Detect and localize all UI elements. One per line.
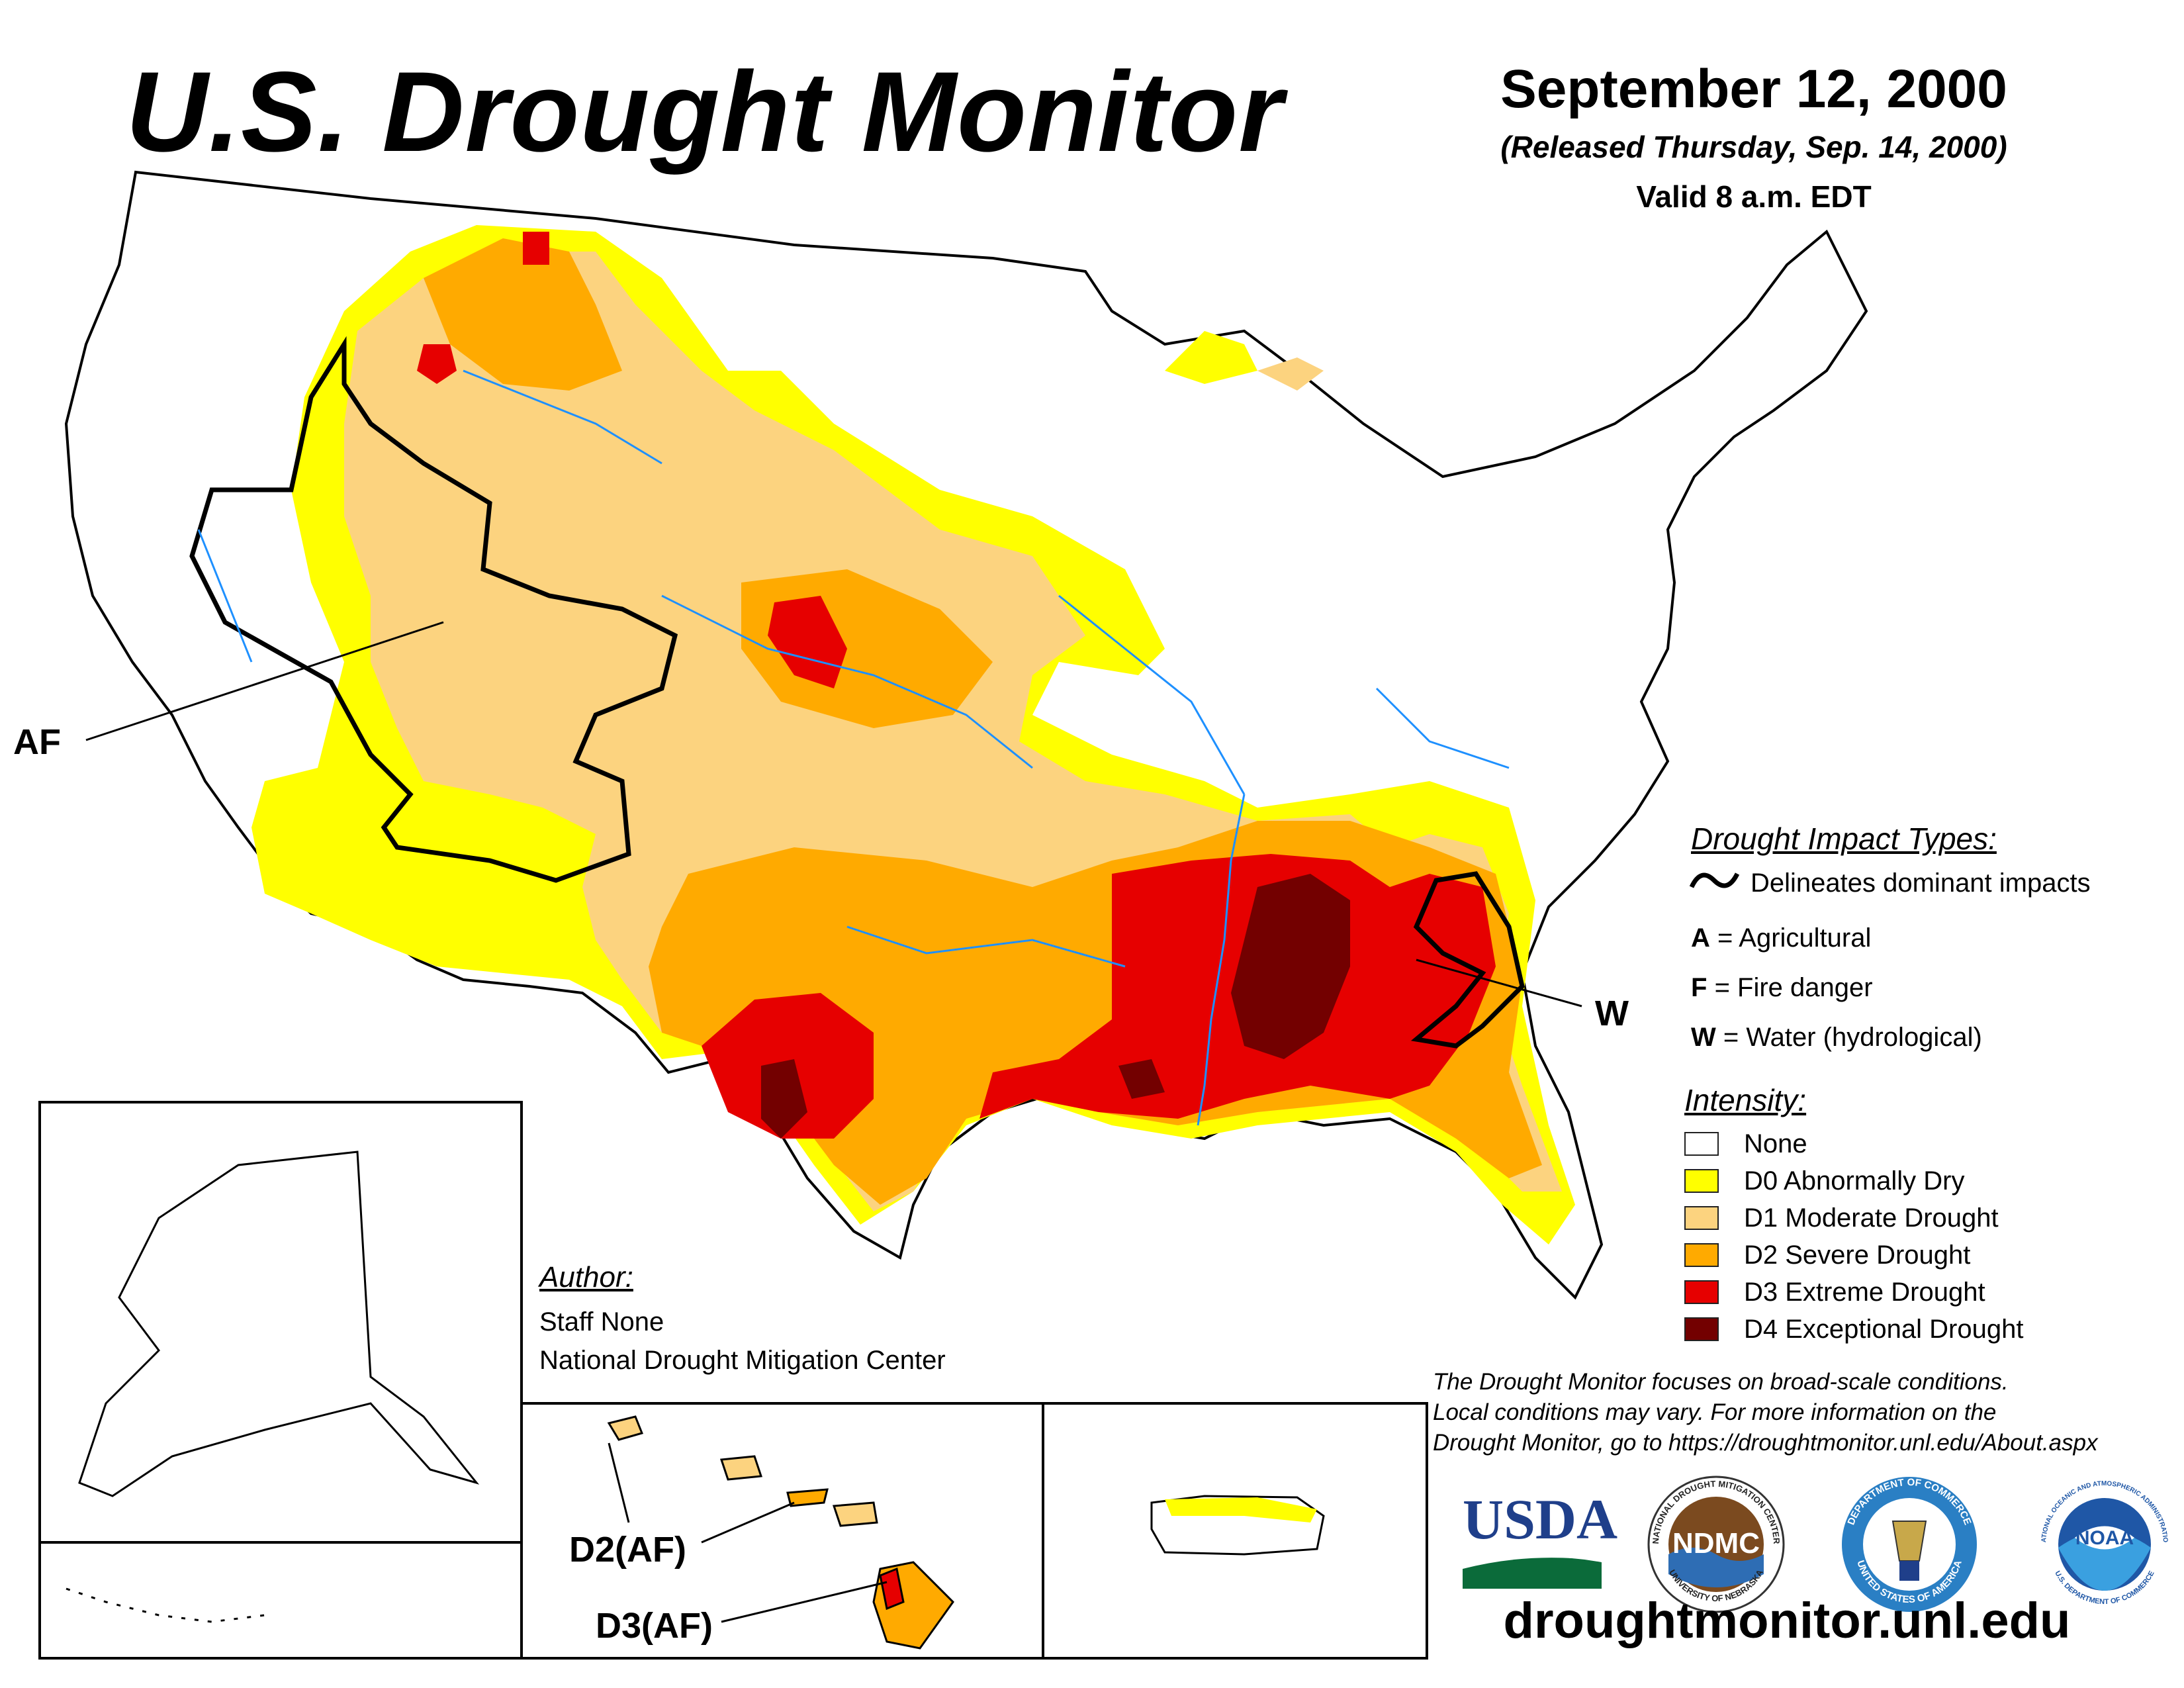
d2-callout-line xyxy=(701,1501,795,1544)
af-label: AF xyxy=(13,722,61,762)
disclaimer-note: The Drought Monitor focuses on broad-sca… xyxy=(1433,1367,2167,1458)
map-date: September 12, 2000 xyxy=(1500,59,2007,119)
valid-time: Valid 8 a.m. EDT xyxy=(1636,179,1872,214)
author-title: Author: xyxy=(539,1261,633,1293)
legend-item-none: None xyxy=(1684,1125,2023,1162)
commerce-logo: DEPARTMENT OF COMMERCE UNITED STATES OF … xyxy=(1840,1475,1979,1614)
impact-item-fire: F = Fire danger xyxy=(1691,973,1873,1002)
d4-regions xyxy=(761,874,1350,1139)
impact-types-title: Drought Impact Types: xyxy=(1691,821,1997,856)
noaa-logo-text: NOAA xyxy=(2075,1527,2134,1549)
legend-swatch xyxy=(1684,1243,1719,1267)
aleutians xyxy=(66,1587,265,1623)
impact-boundaries xyxy=(189,336,1525,1049)
legend-item-d1: D1 Moderate Drought xyxy=(1684,1199,2023,1237)
legend-label: D1 Moderate Drought xyxy=(1744,1203,1999,1233)
impact-item-agricultural: A = Agricultural xyxy=(1691,923,1872,953)
legend-item-d0: D0 Abnormally Dry xyxy=(1684,1162,2023,1199)
hawaii-inset xyxy=(520,1402,1044,1660)
note-line: Drought Monitor, go to https://droughtmo… xyxy=(1433,1430,2098,1456)
ndmc-logo: NDMC NATIONAL DROUGHT MITIGATION CENTER … xyxy=(1647,1475,1786,1614)
d2-callout-line-2 xyxy=(608,1442,630,1523)
delineates-symbol xyxy=(1689,872,1740,888)
legend-swatch xyxy=(1684,1132,1719,1156)
intensity-title: Intensity: xyxy=(1684,1083,1807,1117)
author-org: National Drought Mitigation Center xyxy=(539,1346,946,1375)
legend-item-d4: D4 Exceptional Drought xyxy=(1684,1311,2023,1348)
usda-logo-text: USDA xyxy=(1463,1487,1618,1551)
ndmc-logo-graphic: NDMC NATIONAL DROUGHT MITIGATION CENTER … xyxy=(1647,1476,1785,1613)
site-url: droughtmonitor.unl.edu xyxy=(1503,1593,2071,1649)
puerto-rico-d0 xyxy=(1165,1497,1317,1523)
alaska-outline xyxy=(78,1150,480,1497)
legend-label: None xyxy=(1744,1129,1807,1158)
legend-label: D3 Extreme Drought xyxy=(1744,1277,1985,1307)
hawaii-d3-label: D3(AF) xyxy=(596,1606,713,1646)
af-callout-line xyxy=(85,621,444,741)
page-title: U.S. Drought Monitor xyxy=(126,48,1284,175)
legend-swatch xyxy=(1684,1280,1719,1304)
noaa-logo-graphic: NOAA NATIONAL OCEANIC AND ATMOSPHERIC AD… xyxy=(2032,1470,2172,1612)
legend-swatch xyxy=(1684,1317,1719,1341)
delineates-label: Delineates dominant impacts xyxy=(1751,868,2091,898)
author-name: Staff None xyxy=(539,1307,664,1336)
legend-item-d3: D3 Extreme Drought xyxy=(1684,1274,2023,1311)
hawaii-islands xyxy=(607,1415,954,1650)
d3-callout-line xyxy=(721,1581,887,1623)
noaa-logo: NOAA NATIONAL OCEANIC AND ATMOSPHERIC AD… xyxy=(2032,1470,2174,1614)
note-line: Local conditions may vary. For more info… xyxy=(1433,1399,1997,1425)
w-label: W xyxy=(1595,994,1629,1033)
legend-label: D0 Abnormally Dry xyxy=(1744,1166,1965,1196)
usda-logo-swoosh xyxy=(1462,1555,1602,1589)
impact-item-water: W = Water (hydrological) xyxy=(1691,1023,1982,1052)
legend-swatch xyxy=(1684,1169,1719,1193)
legend-item-d2: D2 Severe Drought xyxy=(1684,1237,2023,1274)
usda-logo: USDA xyxy=(1462,1487,1618,1589)
commerce-logo-graphic: DEPARTMENT OF COMMERCE UNITED STATES OF … xyxy=(1842,1477,1977,1612)
w-callout-line xyxy=(1416,959,1582,1008)
legend-swatch xyxy=(1684,1206,1719,1230)
note-line: The Drought Monitor focuses on broad-sca… xyxy=(1433,1369,2009,1395)
intensity-legend: None D0 Abnormally Dry D1 Moderate Droug… xyxy=(1684,1125,2023,1348)
rivers xyxy=(197,369,1510,1126)
legend-label: D4 Exceptional Drought xyxy=(1744,1314,2024,1344)
d0-upper-peninsula xyxy=(1165,331,1257,384)
legend-label: D2 Severe Drought xyxy=(1744,1240,1971,1270)
hawaii-d2-label: D2(AF) xyxy=(569,1530,686,1570)
release-date: (Released Thursday, Sep. 14, 2000) xyxy=(1500,130,2007,164)
ndmc-logo-text: NDMC xyxy=(1672,1527,1760,1560)
